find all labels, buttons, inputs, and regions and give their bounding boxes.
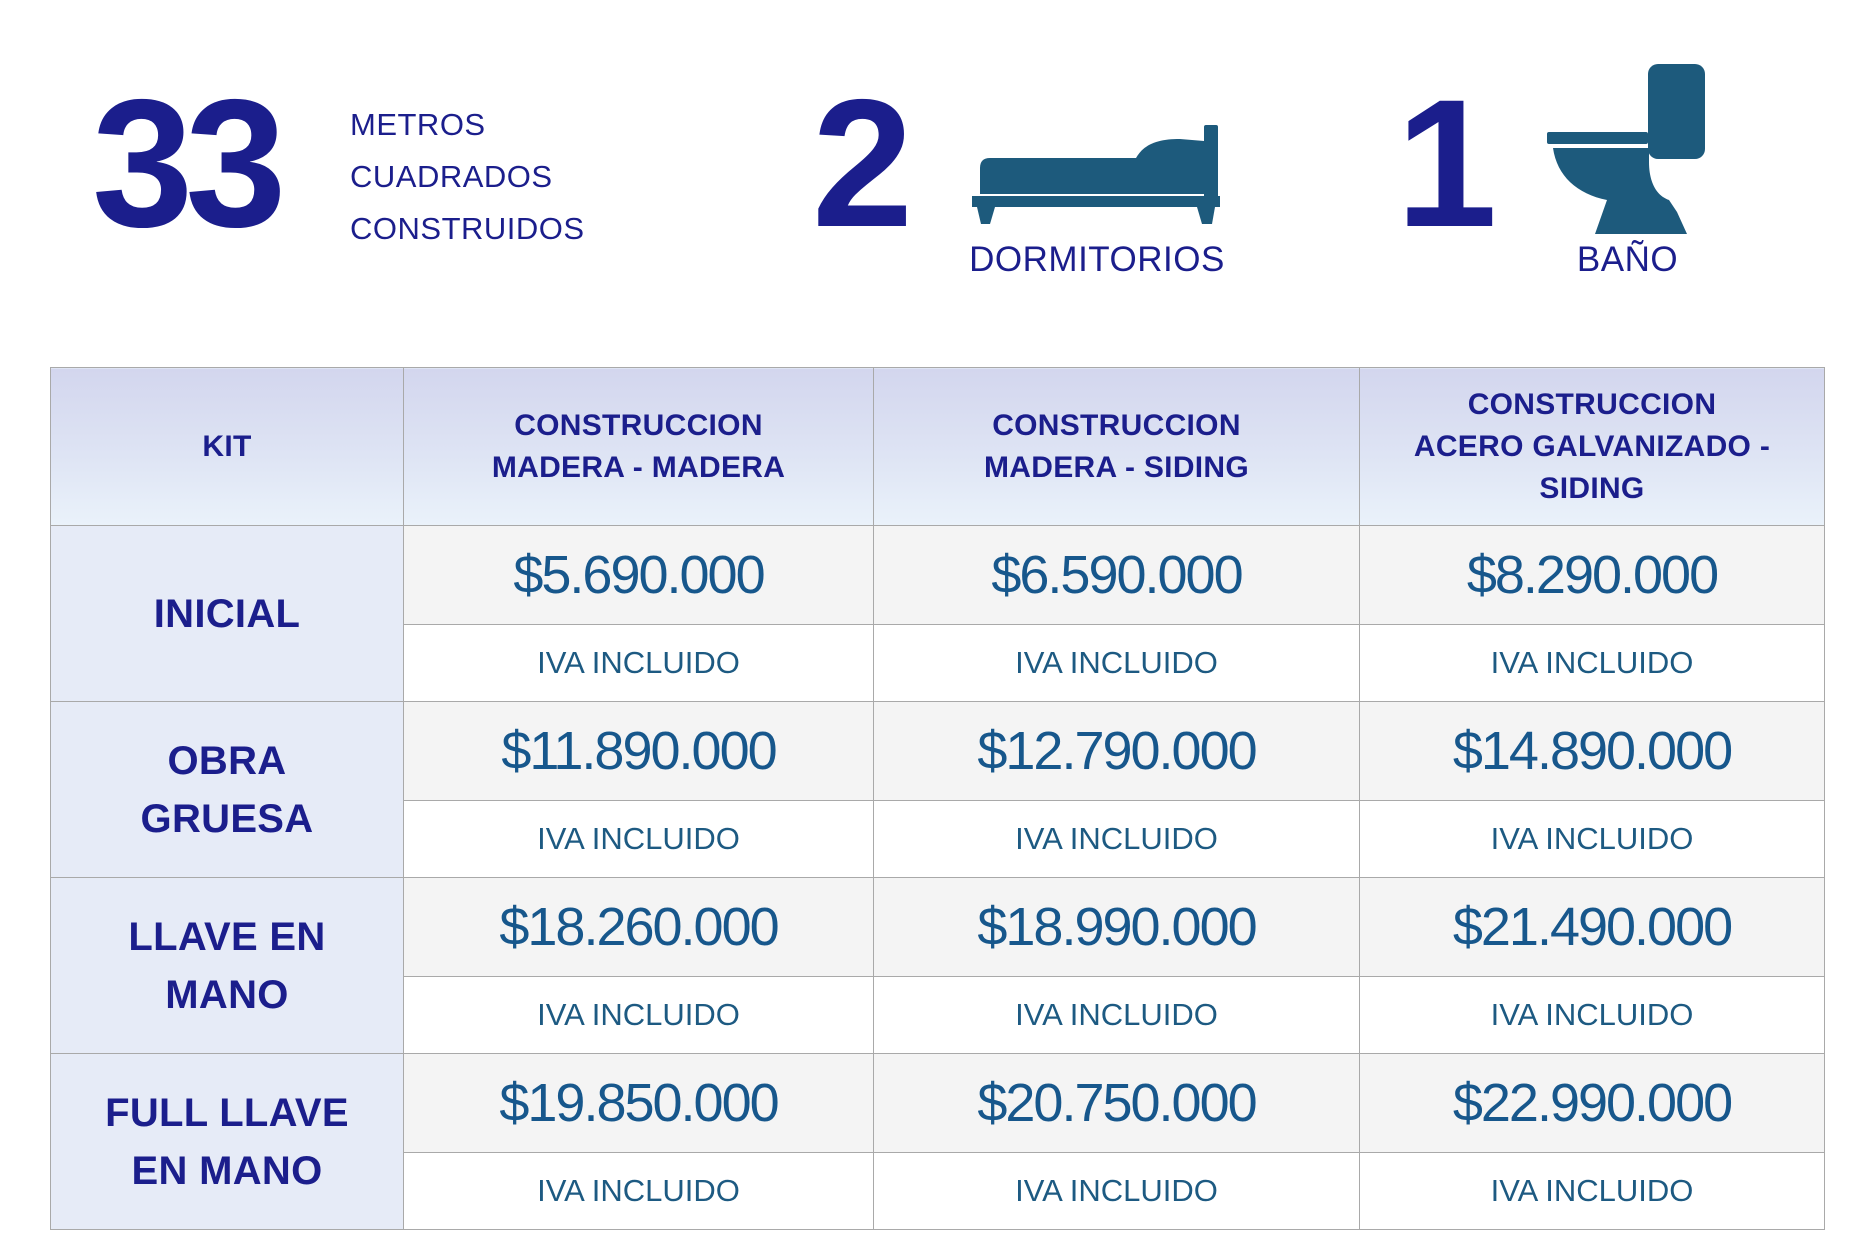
- iva-cell: IVA INCLUIDO: [873, 624, 1360, 702]
- kit-cell-llave-en-mano: LLAVE EN MANO: [50, 877, 404, 1054]
- iva-row: IVA INCLUIDO IVA INCLUIDO IVA INCLUIDO: [51, 1152, 1825, 1230]
- price-cell: $22.990.000: [1359, 1053, 1825, 1153]
- price-cell: $5.690.000: [403, 525, 874, 625]
- bed-icon: [968, 120, 1226, 224]
- iva-cell: IVA INCLUIDO: [873, 1152, 1360, 1230]
- iva-cell: IVA INCLUIDO: [1359, 1152, 1825, 1230]
- price-cell: $8.290.000: [1359, 525, 1825, 625]
- iva-cell: IVA INCLUIDO: [403, 800, 874, 878]
- table-row: OBRA GRUESA $11.890.000 $12.790.000 $14.…: [50, 701, 1825, 878]
- price-cell: $20.750.000: [873, 1053, 1360, 1153]
- kit-cell-full-llave-en-mano: FULL LLAVE EN MANO: [50, 1053, 404, 1230]
- header-kit: KIT: [50, 367, 404, 526]
- price-cell: $14.890.000: [1359, 701, 1825, 801]
- iva-cell: IVA INCLUIDO: [1359, 976, 1825, 1054]
- price-cell: $11.890.000: [403, 701, 874, 801]
- toilet-icon: [1545, 64, 1710, 234]
- price-cell: $12.790.000: [873, 701, 1360, 801]
- price-cell: $21.490.000: [1359, 877, 1825, 977]
- area-label: METROS CUADRADOS CONSTRUIDOS: [350, 107, 585, 246]
- kit-cell-obra-gruesa: OBRA GRUESA: [50, 701, 404, 878]
- iva-cell: IVA INCLUIDO: [403, 624, 874, 702]
- iva-row: IVA INCLUIDO IVA INCLUIDO IVA INCLUIDO: [51, 976, 1825, 1054]
- area-value: 33: [92, 61, 286, 265]
- bathrooms-value: 1: [1396, 61, 1497, 265]
- price-cell: $19.850.000: [403, 1053, 874, 1153]
- table-header-row: KIT CONSTRUCCION MADERA - MADERA CONSTRU…: [50, 367, 1825, 526]
- iva-cell: IVA INCLUIDO: [1359, 800, 1825, 878]
- iva-row: IVA INCLUIDO IVA INCLUIDO IVA INCLUIDO: [51, 800, 1825, 878]
- iva-cell: IVA INCLUIDO: [873, 800, 1360, 878]
- header-madera-madera: CONSTRUCCION MADERA - MADERA: [403, 367, 874, 526]
- iva-cell: IVA INCLUIDO: [873, 976, 1360, 1054]
- price-cell: $18.990.000: [873, 877, 1360, 977]
- bedrooms-label: DORMITORIOS: [969, 240, 1225, 279]
- table-row: INICIAL $5.690.000 $6.590.000 $8.290.000: [50, 525, 1825, 702]
- iva-cell: IVA INCLUIDO: [403, 1152, 874, 1230]
- iva-row: IVA INCLUIDO IVA INCLUIDO IVA INCLUIDO: [51, 624, 1825, 702]
- bedrooms-value: 2: [812, 61, 913, 265]
- iva-cell: IVA INCLUIDO: [1359, 624, 1825, 702]
- table-row: LLAVE EN MANO $18.260.000 $18.990.000 $2…: [50, 877, 1825, 1054]
- kit-cell-inicial: INICIAL: [50, 525, 404, 702]
- price-cell: $18.260.000: [403, 877, 874, 977]
- header-madera-siding: CONSTRUCCION MADERA - SIDING: [873, 367, 1360, 526]
- pricing-table: KIT CONSTRUCCION MADERA - MADERA CONSTRU…: [50, 367, 1825, 1230]
- price-cell: $6.590.000: [873, 525, 1360, 625]
- iva-cell: IVA INCLUIDO: [403, 976, 874, 1054]
- table-row: FULL LLAVE EN MANO $19.850.000 $20.750.0…: [50, 1053, 1825, 1230]
- bathrooms-label: BAÑO: [1576, 240, 1679, 279]
- stats-strip: 33 METROS CUADRADOS CONSTRUIDOS 2 DORMIT…: [0, 0, 1864, 367]
- header-acero-siding: CONSTRUCCION ACERO GALVANIZADO - SIDING: [1359, 367, 1825, 526]
